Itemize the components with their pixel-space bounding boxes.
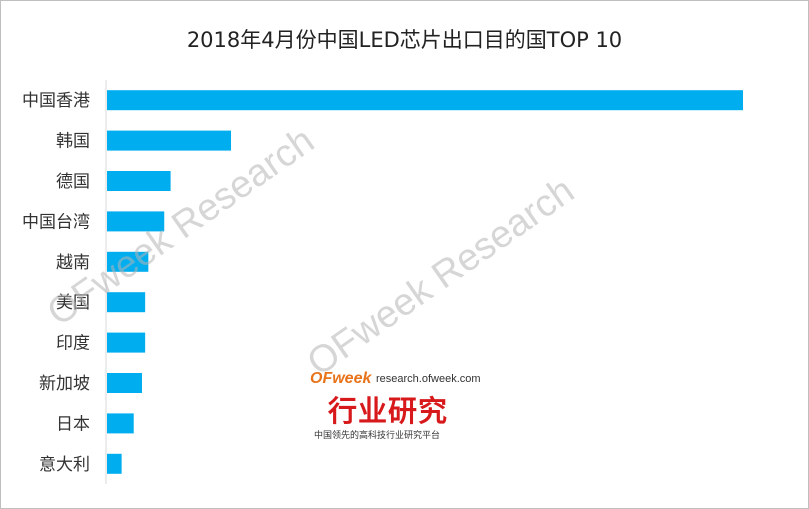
category-label: 新加坡	[39, 374, 90, 394]
bar	[107, 211, 165, 232]
bar	[107, 413, 134, 434]
bar	[107, 130, 232, 151]
category-label: 德国	[56, 172, 90, 192]
category-label: 中国香港	[22, 91, 90, 111]
category-label: 越南	[56, 253, 90, 273]
bar	[107, 251, 149, 272]
category-label: 美国	[56, 293, 90, 313]
category-label: 韩国	[56, 132, 90, 152]
bar	[107, 453, 122, 474]
category-label: 日本	[56, 414, 90, 434]
logo-brand: OFweek	[310, 370, 372, 387]
bar	[107, 292, 146, 313]
category-label: 印度	[56, 334, 90, 354]
bar	[107, 171, 171, 191]
bar	[107, 373, 142, 393]
bar	[107, 90, 743, 111]
logo-name: 行业研究	[328, 394, 449, 428]
bar	[107, 332, 146, 353]
category-label: 中国台湾	[22, 212, 90, 232]
logo-tagline: 中国领先的高科技行业研究平台	[314, 431, 441, 441]
logo-url: research.ofweek.com	[376, 373, 481, 385]
category-label: 意大利	[39, 455, 90, 475]
ofweek-logo: OFweek research.ofweek.com 行业研究 中国领先的高科技…	[310, 370, 510, 441]
chart-title: 2018年4月份中国LED芯片出口目的国TOP 10	[186, 28, 623, 52]
